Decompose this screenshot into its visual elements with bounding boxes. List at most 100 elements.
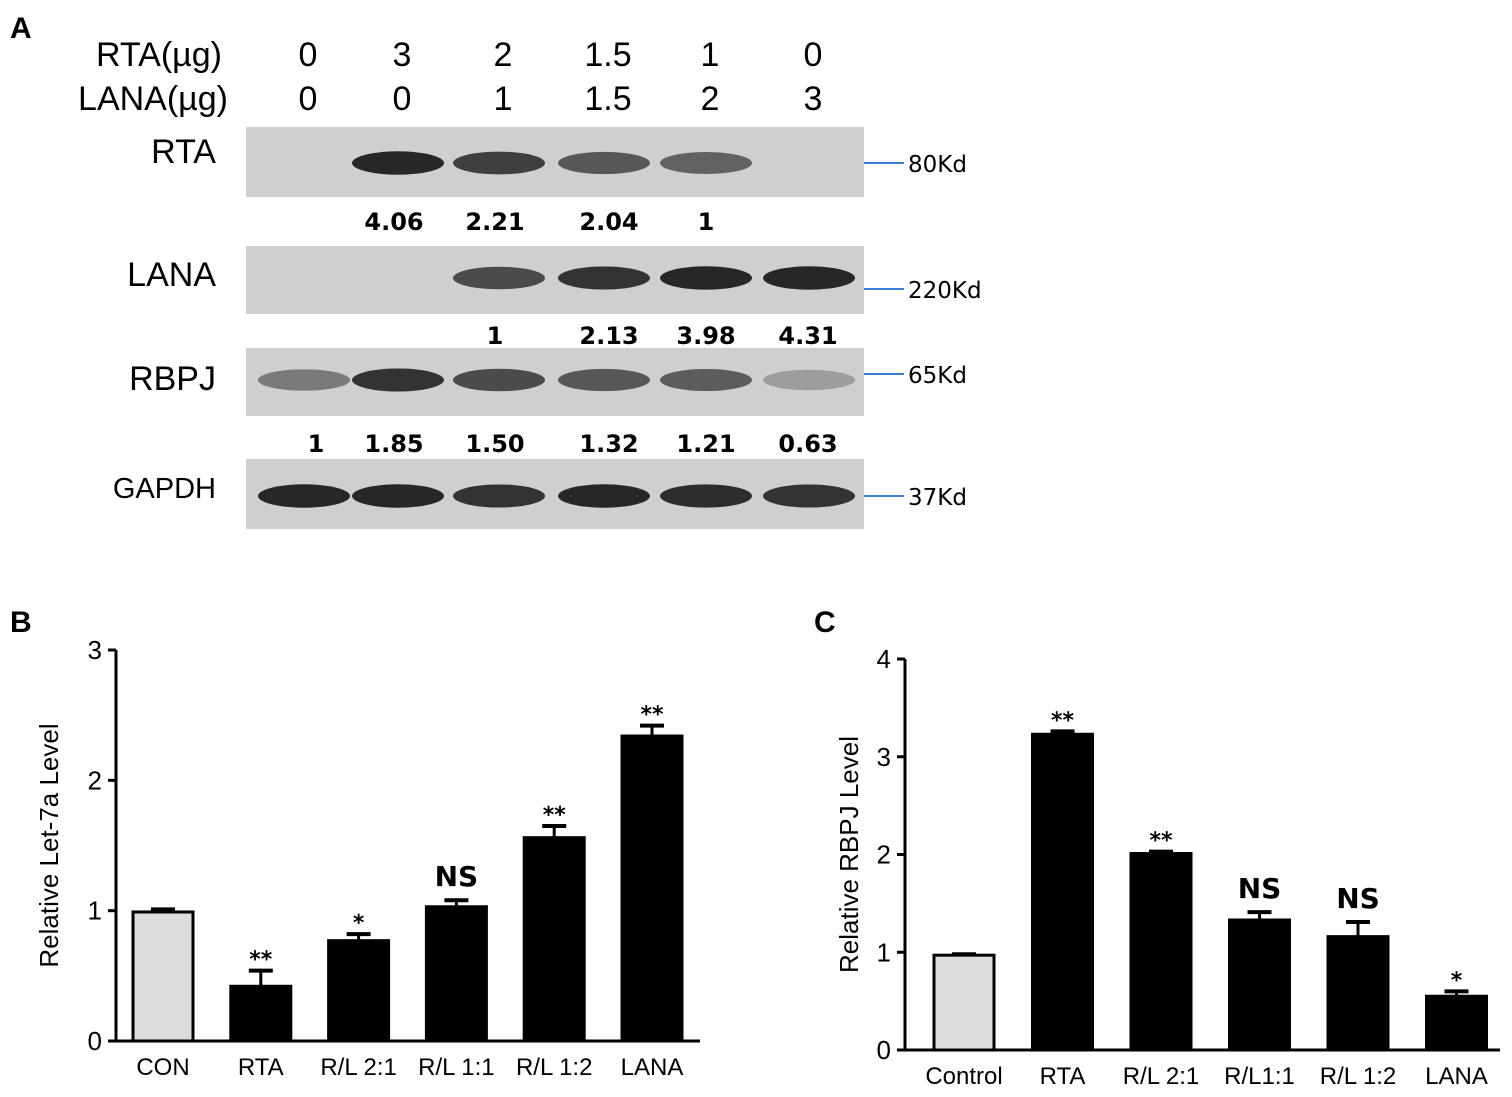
lana-dose-label: LANA(µg) — [78, 80, 228, 118]
significance-label: NS — [1238, 872, 1282, 905]
bar-r-l-1-1 — [424, 905, 488, 1043]
y-axis-label: Relative RBPJ Level — [834, 736, 864, 973]
band-quantification: 3.98 — [676, 322, 735, 350]
blot-band — [258, 369, 350, 391]
panel-c-letter: C — [814, 606, 836, 639]
blot-band — [660, 484, 752, 508]
band-quantification: 4.31 — [778, 322, 837, 350]
x-category-label: R/L 1:2 — [516, 1054, 593, 1081]
blot-rbpj: RBPJ 65Kd 1 1.85 1.50 1.32 1.21 0.63 — [129, 348, 967, 458]
significance-label: ** — [640, 703, 664, 728]
x-category-label: R/L1:1 — [1224, 1063, 1295, 1090]
panel-b-letter: B — [10, 606, 32, 639]
x-category-label: RTA — [238, 1054, 284, 1081]
blot-band — [763, 484, 855, 508]
rta-dose-value: 1 — [701, 36, 720, 74]
y-tick-label: 2 — [88, 765, 102, 795]
molecular-weight-marker: 220Kd — [908, 278, 982, 304]
x-category-label: RTA — [1040, 1063, 1086, 1090]
lana-dose-value: 2 — [701, 80, 720, 118]
x-category-label: Control — [925, 1063, 1002, 1090]
blot-band — [763, 266, 855, 290]
bar-r-l-1-2 — [1326, 935, 1390, 1052]
chart-b-let7a: 0 1 2 3 Relative Let-7a Level CON RTA ** R/L 2:1… — [34, 635, 700, 1081]
y-tick-label: 0 — [877, 1035, 891, 1065]
blot-band — [660, 152, 752, 174]
band-quantification: 1.85 — [364, 430, 423, 458]
rta-dose-value: 0 — [299, 36, 318, 74]
blot-rta: RTA 80Kd 4.06 2.21 2.04 1 — [151, 127, 967, 236]
band-quantification: 1 — [698, 208, 715, 236]
lana-dose-value: 0 — [393, 80, 412, 118]
bar-r-l-2-1 — [1129, 852, 1193, 1052]
blot-band — [453, 484, 545, 508]
significance-label: ** — [543, 803, 567, 828]
chart-c-rbpj: 0 1 2 3 4 Relative RBPJ Level Control RTA ** R/L … — [834, 644, 1500, 1090]
blot-band — [558, 151, 650, 175]
band-quantification: 1.21 — [676, 430, 735, 458]
blot-band — [763, 369, 855, 391]
band-quantification: 0.63 — [778, 430, 837, 458]
band-quantification: 4.06 — [364, 208, 423, 236]
significance-label: * — [353, 911, 365, 936]
band-quantification: 2.21 — [465, 208, 524, 236]
bar-r-l-2-1 — [327, 939, 391, 1043]
panel-a-letter: A — [10, 12, 32, 45]
blot-label: RBPJ — [129, 360, 216, 398]
blot-band — [660, 368, 752, 392]
y-tick-label: 4 — [877, 644, 891, 674]
y-tick-label: 2 — [877, 840, 891, 870]
significance-label: * — [1451, 968, 1463, 993]
molecular-weight-marker: 80Kd — [908, 152, 967, 178]
bar-con — [131, 910, 195, 1043]
rta-dose-value: 2 — [494, 36, 513, 74]
blot-membrane — [246, 127, 864, 197]
blot-label: RTA — [151, 133, 216, 171]
lana-dose-value: 3 — [804, 80, 823, 118]
blot-band — [453, 266, 545, 290]
band-quantification: 1.50 — [465, 430, 524, 458]
blot-label: LANA — [127, 256, 216, 294]
bar-rta — [1031, 732, 1094, 1052]
x-category-label: R/L 1:1 — [418, 1054, 495, 1081]
x-category-label: CON — [136, 1054, 189, 1081]
rta-dose-label: RTA(µg) — [96, 36, 222, 74]
bar-r-l1-1 — [1228, 918, 1291, 1052]
blot-band — [352, 368, 444, 392]
x-category-label: R/L 2:1 — [1123, 1063, 1200, 1090]
lana-dose-value: 0 — [299, 80, 318, 118]
band-quantification: 1 — [308, 430, 325, 458]
band-quantification: 1.32 — [579, 430, 638, 458]
lana-dose-value: 1 — [494, 80, 513, 118]
x-category-label: R/L 1:2 — [1320, 1063, 1397, 1090]
y-tick-label: 0 — [88, 1026, 102, 1056]
blot-band — [352, 484, 444, 508]
band-quantification: 2.04 — [579, 208, 638, 236]
molecular-weight-marker: 37Kd — [908, 485, 967, 511]
blot-label: GAPDH — [113, 473, 216, 505]
dose-rows: 0 3 2 1.5 1 0 0 0 1 1.5 2 3 — [299, 36, 823, 118]
blot-band — [558, 368, 650, 392]
blot-lana: LANA 220Kd 1 2.13 3.98 4.31 — [127, 246, 982, 350]
x-category-label: LANA — [621, 1054, 684, 1081]
blot-membrane — [246, 246, 864, 314]
blot-band — [453, 151, 545, 175]
significance-label: ** — [1149, 829, 1173, 854]
band-quantification: 2.13 — [579, 322, 638, 350]
x-category-label: LANA — [1425, 1063, 1488, 1090]
blot-gapdh: GAPDH 37Kd — [113, 459, 967, 529]
y-tick-label: 1 — [88, 896, 102, 926]
western-blots: RTA 80Kd 4.06 2.21 2.04 1 LANA 220Kd 1 2.13 3.98 4.… — [113, 127, 982, 529]
molecular-weight-marker: 65Kd — [908, 363, 967, 389]
blot-band — [660, 266, 752, 290]
rta-dose-value: 0 — [804, 36, 823, 74]
bar-control — [932, 953, 996, 1052]
significance-label: ** — [249, 948, 273, 973]
x-category-label: R/L 2:1 — [320, 1054, 397, 1081]
bar-lana — [620, 734, 684, 1043]
bar-r-l-1-2 — [522, 836, 586, 1043]
band-quantification: 1 — [487, 322, 504, 350]
significance-label: NS — [1336, 882, 1380, 915]
blot-band — [453, 368, 545, 392]
